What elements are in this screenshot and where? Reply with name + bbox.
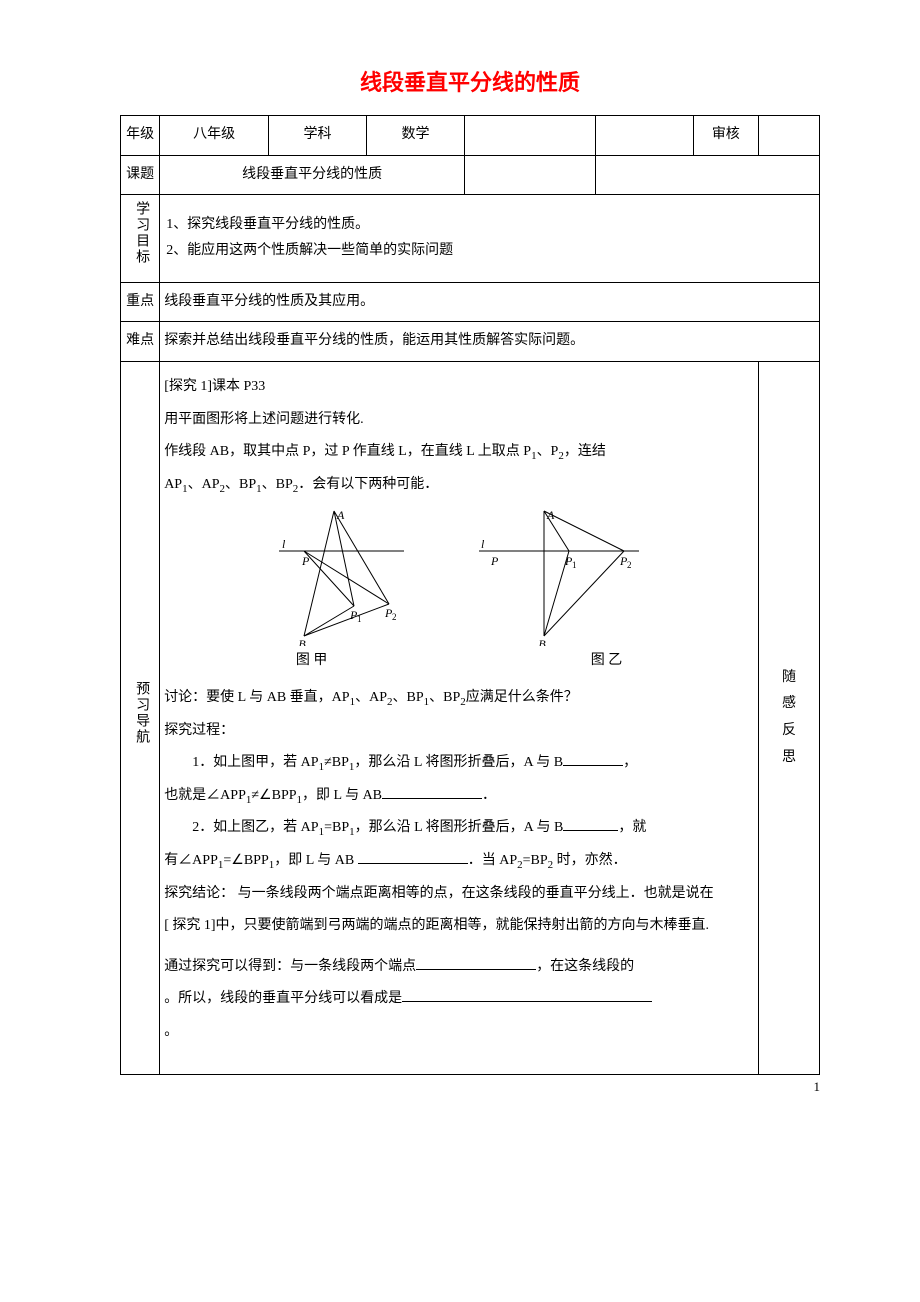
body-text: 作线段 AB，取其中点 P，过 P 作直线 L，在直线 L 上取点 P1、P2，… — [164, 439, 754, 466]
value-subject: 数学 — [367, 116, 465, 156]
svg-text:1: 1 — [357, 614, 362, 624]
body-text: 用平面图形将上述问题进行转化. — [164, 407, 754, 434]
page-title: 线段垂直平分线的性质 — [120, 65, 820, 97]
svg-text:l: l — [282, 537, 286, 551]
label-grade: 年级 — [121, 116, 160, 156]
body-text: 也就是∠APP1≠∠BPP1，即 L 与 AB． — [164, 783, 754, 810]
preview-content: [探究 1]课本 P33 用平面图形将上述问题进行转化. 作线段 AB，取其中点… — [160, 361, 759, 1074]
empty-cell — [465, 155, 596, 195]
empty-cell — [758, 116, 819, 156]
svg-text:2: 2 — [627, 560, 632, 570]
table-row: 年级 八年级 学科 数学 审核 — [121, 116, 820, 156]
side-notes: 随感反思 — [758, 361, 819, 1074]
figure-yi: ABlPP1P2 — [474, 506, 644, 646]
label-preview: 预习导航 — [121, 361, 160, 1074]
body-text: [探究 1]课本 P33 — [164, 374, 754, 401]
label-topic: 课题 — [121, 155, 160, 195]
body-text: 探究结论： 与一条线段两个端点距离相等的点，在这条线段的垂直平分线上．也就是说在 — [164, 881, 754, 908]
svg-text:l: l — [481, 537, 485, 551]
svg-text:2: 2 — [392, 612, 397, 622]
label-difficulty: 难点 — [121, 322, 160, 362]
empty-cell — [595, 116, 693, 156]
empty-cell — [465, 116, 596, 156]
body-text: [ 探究 1]中，只要使箭端到弓两端的端点的距离相等，就能保持射出箭的方向与木棒… — [164, 913, 754, 940]
body-text: 。所以，线段的垂直平分线可以看成是 — [164, 986, 754, 1013]
fill-blank — [416, 955, 536, 970]
lesson-plan-table: 年级 八年级 学科 数学 审核 课题 线段垂直平分线的性质 学习目标 1、探究线… — [120, 115, 820, 1075]
label-subject: 学科 — [269, 116, 367, 156]
difficulty-cell: 探索并总结出线段垂直平分线的性质，能运用其性质解答实际问题。 — [160, 322, 820, 362]
svg-text:B: B — [538, 637, 546, 646]
keypoint-cell: 线段垂直平分线的性质及其应用。 — [160, 282, 820, 322]
body-text: 。 — [164, 1019, 754, 1046]
figures-row: ABlPP1P2 ABlPP1P2 — [164, 506, 754, 646]
body-text: 讨论：要使 L 与 AB 垂直，AP1、AP2、BP1、BP2应满足什么条件？ — [164, 685, 754, 712]
fill-blank — [563, 751, 623, 766]
body-text: AP1、AP2、BP1、BP2．会有以下两种可能． — [164, 472, 754, 499]
body-text: 1．如上图甲，若 AP1≠BP1，那么沿 L 将图形折叠后，A 与 B， — [164, 750, 754, 777]
value-topic: 线段垂直平分线的性质 — [160, 155, 465, 195]
body-text: 有∠APP1=∠BPP1，即 L 与 AB ．当 AP2=BP2 时，亦然． — [164, 848, 754, 875]
table-row: 预习导航 [探究 1]课本 P33 用平面图形将上述问题进行转化. 作线段 AB… — [121, 361, 820, 1074]
label-objectives: 学习目标 — [121, 195, 160, 283]
label-review: 审核 — [693, 116, 758, 156]
side-label: 随感反思 — [763, 665, 815, 771]
fill-blank — [563, 816, 618, 831]
page-number: 1 — [814, 1079, 821, 1095]
table-row: 学习目标 1、探究线段垂直平分线的性质。 2、能应用这两个性质解决一些简单的实际… — [121, 195, 820, 283]
value-grade: 八年级 — [160, 116, 269, 156]
caption-jia: 图 甲 — [212, 648, 412, 675]
label-keypoint: 重点 — [121, 282, 160, 322]
svg-text:P: P — [301, 554, 310, 568]
figure-jia: ABlPP1P2 — [274, 506, 414, 646]
empty-cell — [595, 155, 819, 195]
svg-text:1: 1 — [572, 560, 577, 570]
table-row: 难点 探索并总结出线段垂直平分线的性质，能运用其性质解答实际问题。 — [121, 322, 820, 362]
fill-blank — [358, 849, 468, 864]
table-row: 课题 线段垂直平分线的性质 — [121, 155, 820, 195]
caption-yi: 图 乙 — [507, 648, 707, 675]
fill-blank — [382, 784, 482, 799]
svg-text:A: A — [336, 508, 345, 522]
figure-captions: 图 甲 图 乙 — [164, 648, 754, 675]
svg-text:A: A — [546, 508, 555, 522]
objectives-cell: 1、探究线段垂直平分线的性质。 2、能应用这两个性质解决一些简单的实际问题 — [160, 195, 820, 283]
body-text: 通过探究可以得到：与一条线段两个端点，在这条线段的 — [164, 954, 754, 981]
svg-text:P: P — [490, 554, 499, 568]
table-row: 重点 线段垂直平分线的性质及其应用。 — [121, 282, 820, 322]
body-text: 2．如上图乙，若 AP1=BP1，那么沿 L 将图形折叠后，A 与 B，就 — [164, 815, 754, 842]
objective-item: 1、探究线段垂直平分线的性质。 — [166, 212, 813, 239]
fill-blank — [402, 987, 652, 1002]
svg-text:B: B — [298, 637, 306, 646]
body-text: 探究过程： — [164, 718, 754, 745]
objective-item: 2、能应用这两个性质解决一些简单的实际问题 — [166, 238, 813, 265]
